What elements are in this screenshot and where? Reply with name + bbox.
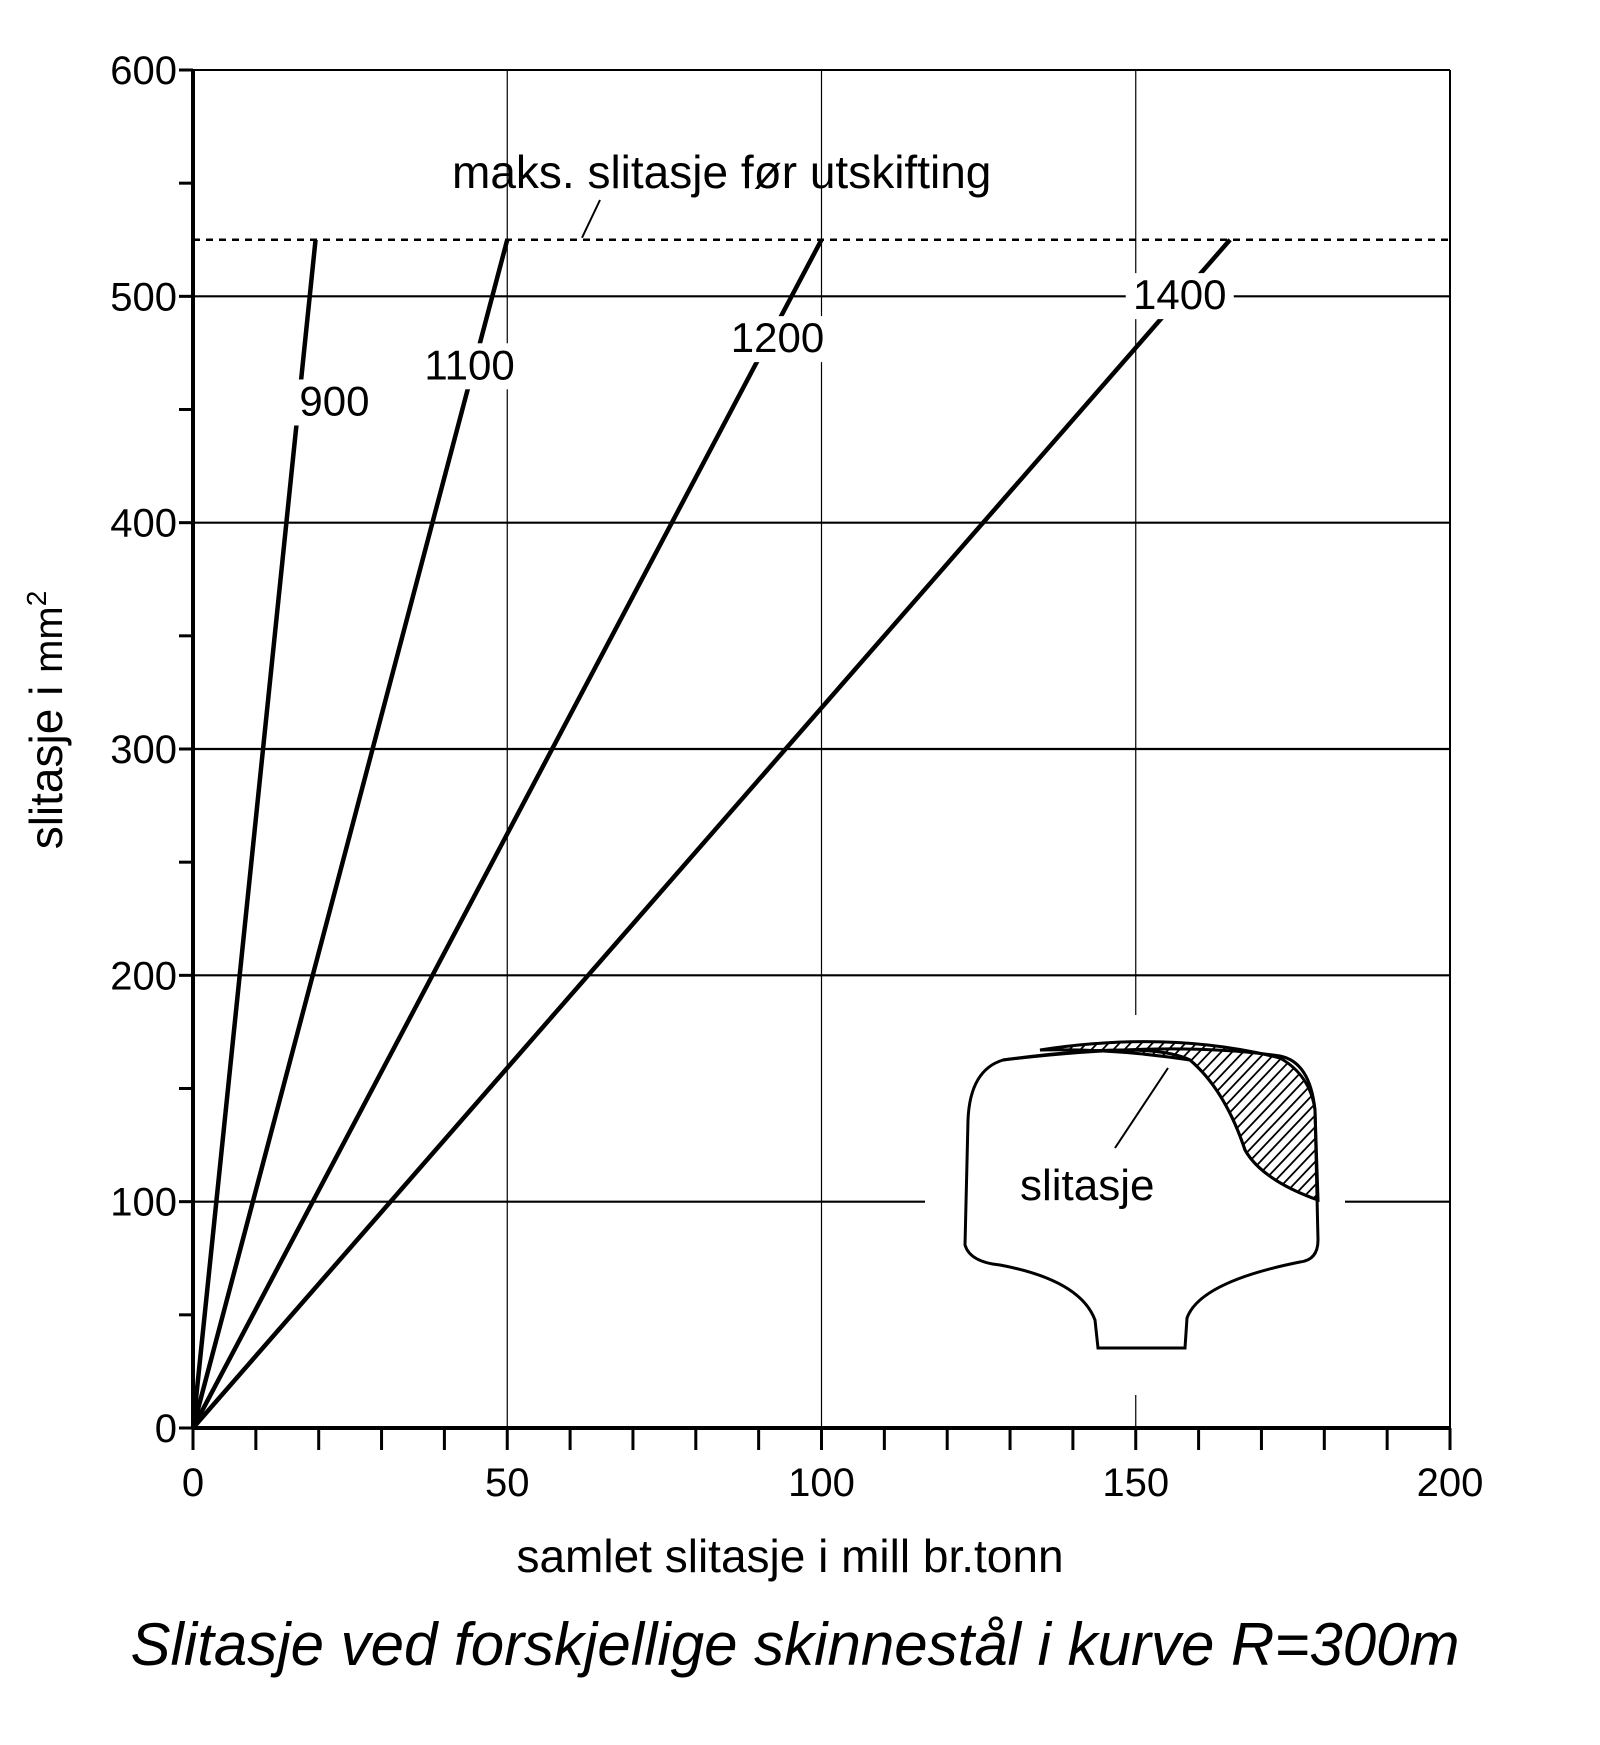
hatch-line xyxy=(1392,1030,1572,1220)
hatch-line xyxy=(1370,1030,1550,1220)
series-label-bg-1200 xyxy=(723,316,832,363)
y-tick-label: 300 xyxy=(110,728,177,772)
y-tick-label: 0 xyxy=(155,1407,177,1451)
hatch-line xyxy=(1348,1030,1528,1220)
hatch-line xyxy=(1403,1030,1583,1220)
series-line-1400 xyxy=(191,238,1232,1430)
threshold-leader xyxy=(581,199,601,239)
rail-profile-inset: slitasje xyxy=(925,1015,1594,1395)
hatch-line xyxy=(1414,1030,1594,1220)
y-axis-title: slitasje i mm2 xyxy=(20,591,72,850)
hatch-line xyxy=(1281,1041,1318,1200)
series-label-1100: 1100 xyxy=(424,341,514,388)
x-tick-label: 0 xyxy=(182,1461,204,1505)
axis-ticks: 0 100 200 300 400 500 600 0 50 100 150 200 xyxy=(110,49,1483,1505)
grid-lines xyxy=(193,70,1450,1428)
hatch-line xyxy=(1270,1041,1318,1200)
x-tick-label: 150 xyxy=(1102,1461,1169,1505)
y-axis-title-unit: mm xyxy=(27,606,71,673)
inset-label: slitasje xyxy=(1020,1161,1155,1210)
hatch-line xyxy=(1381,1030,1561,1220)
x-tick-label: 100 xyxy=(788,1461,855,1505)
figure-caption: Slitasje ved forskjellige skinnestål i k… xyxy=(131,1611,1460,1678)
threshold-group: maks. slitasje før utskifting xyxy=(193,146,1450,241)
series-group: 900 1100 1200 1400 xyxy=(190,238,1234,1430)
series-label-900: 900 xyxy=(299,378,369,425)
worn-area-outline xyxy=(1039,1040,1320,1203)
series-line-1200 xyxy=(191,238,824,1430)
threshold-label: maks. slitasje før utskifting xyxy=(452,146,991,198)
inset-leader-line xyxy=(1114,1067,1169,1149)
y-tick-label: 600 xyxy=(110,49,177,93)
series-label-bg-1100 xyxy=(415,343,524,390)
hatch-line xyxy=(1337,1030,1517,1220)
series-line-900 xyxy=(190,239,318,1429)
inset-background xyxy=(925,1015,1345,1395)
x-tick-label: 200 xyxy=(1417,1461,1484,1505)
x-axis-title: samlet slitasje i mill br.tonn xyxy=(516,1530,1063,1582)
series-label-1200: 1200 xyxy=(731,314,824,361)
y-axis-title-sup: 2 xyxy=(21,591,52,607)
series-label-1400: 1400 xyxy=(1133,271,1226,318)
y-tick-label: 400 xyxy=(110,502,177,546)
y-tick-label: 100 xyxy=(110,1181,177,1225)
y-tick-label: 500 xyxy=(110,275,177,319)
y-axis-title-main: slitasje i xyxy=(20,673,72,849)
series-line-1100 xyxy=(190,239,510,1429)
series-label-bg-1400 xyxy=(1125,273,1234,320)
series-label-bg-900 xyxy=(292,379,377,426)
x-tick-label: 50 xyxy=(485,1461,530,1505)
y-tick-label: 200 xyxy=(110,954,177,998)
hatch-line xyxy=(1326,1030,1506,1220)
